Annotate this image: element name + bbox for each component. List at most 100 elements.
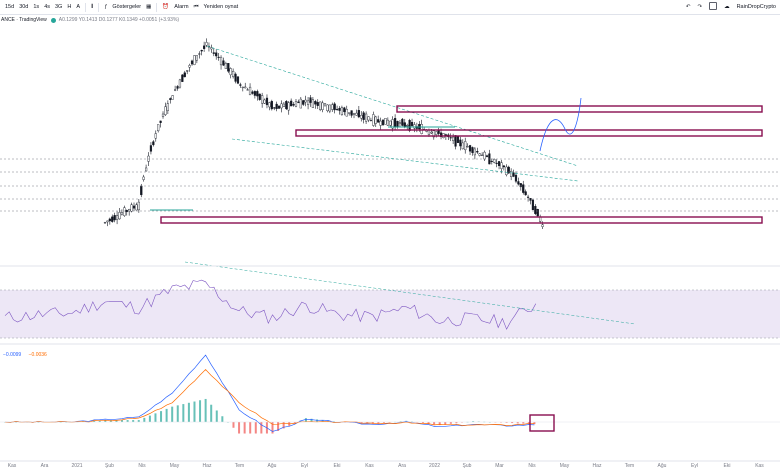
- layout-box-icon[interactable]: [709, 2, 718, 12]
- candle-body: [384, 118, 387, 125]
- macd-histogram-bar: [199, 400, 202, 422]
- candle-body: [181, 74, 184, 82]
- x-tick-label: Nis: [528, 463, 536, 469]
- x-tick-label: Ara: [398, 463, 406, 469]
- chart-type-icon[interactable]: ⫴: [91, 3, 94, 10]
- replay-icon[interactable]: ⏮: [193, 3, 199, 10]
- macd-histogram-bar: [215, 410, 218, 422]
- candle-body: [401, 118, 404, 126]
- interval-a[interactable]: A: [76, 4, 80, 10]
- candle-body: [466, 146, 469, 148]
- candle-body: [115, 215, 119, 220]
- candle-body: [430, 131, 433, 134]
- candle-body: [302, 100, 305, 105]
- indicators-button[interactable]: Göstergeler: [112, 4, 142, 10]
- candle-body: [239, 84, 242, 86]
- candle-body: [333, 103, 336, 111]
- candle-body: [350, 110, 353, 116]
- candle-body: [219, 57, 223, 66]
- candle-body: [154, 133, 157, 139]
- redo-icon[interactable]: ↷: [697, 4, 703, 10]
- candle-body: [483, 151, 486, 160]
- macd-histogram-bar: [321, 420, 324, 422]
- candle-body: [319, 101, 322, 110]
- candle-body: [539, 216, 542, 222]
- candle-body: [186, 70, 189, 72]
- candle-body: [505, 166, 508, 176]
- candle-body: [420, 124, 423, 134]
- macd-histogram-bar: [126, 420, 129, 422]
- x-tick-label: Kas: [755, 463, 764, 469]
- candle-body: [413, 124, 416, 129]
- chart-canvas[interactable]: Kas Ara 2021 Şub Nis May Haz Tem Ağu Eyl Eki Kas Ara…: [0, 14, 780, 470]
- candle-body: [534, 206, 537, 214]
- indicators-icon[interactable]: ƒ: [104, 4, 108, 10]
- candle-body: [512, 172, 515, 177]
- candle-body: [246, 89, 249, 91]
- candle-body: [314, 101, 317, 105]
- alarm-icon[interactable]: ⏰: [162, 4, 170, 10]
- candle-body: [507, 166, 510, 174]
- macd-histogram-bar: [449, 422, 452, 424]
- candle-body: [183, 72, 186, 78]
- macd-histogram-bar: [221, 416, 224, 422]
- x-tick-label: Şub: [105, 463, 114, 469]
- x-tick-label: Şub: [463, 463, 472, 469]
- macd-histogram-bar: [238, 422, 241, 434]
- candle-body: [464, 141, 467, 151]
- replay-button[interactable]: Yeniden oynat: [203, 4, 239, 10]
- candle-body: [360, 115, 363, 119]
- macd-legend: −0.0099 −0.0036: [3, 352, 47, 358]
- candle-body: [398, 122, 402, 124]
- candle-body: [147, 155, 150, 162]
- projection-path: [539, 97, 582, 152]
- x-tick-label: Kas: [8, 463, 17, 469]
- symbol-name[interactable]: ANCE · TradingView: [1, 17, 47, 23]
- x-tick-label: Eyl: [301, 463, 308, 469]
- interval-1s[interactable]: 1s: [33, 4, 40, 10]
- candle-body: [261, 95, 264, 104]
- interval-h[interactable]: H: [67, 4, 72, 10]
- candle-body: [410, 122, 414, 126]
- interval-3g[interactable]: 3G: [55, 4, 63, 10]
- candle-body: [328, 104, 331, 112]
- macd-histogram-bar: [310, 418, 313, 422]
- rsi-trendline: [184, 261, 636, 325]
- candle-body: [316, 102, 319, 106]
- macd-histogram-bar: [332, 421, 335, 422]
- macd-histogram-bar: [148, 415, 151, 422]
- candle-body: [178, 79, 182, 88]
- candle-body: [485, 155, 489, 157]
- candle-body: [364, 113, 368, 122]
- candle-body: [522, 184, 525, 193]
- layout-icon[interactable]: ▦: [146, 4, 152, 10]
- macd-histogram-bar: [243, 422, 246, 434]
- macd-histogram-bar: [293, 422, 296, 424]
- candle-body: [340, 107, 344, 115]
- candle-body: [471, 147, 474, 153]
- candle-body: [118, 212, 121, 220]
- macd-histogram-bar: [137, 420, 140, 422]
- candle-body: [234, 73, 237, 82]
- candle-body: [203, 45, 206, 49]
- cloud-icon[interactable]: ☁: [724, 4, 730, 10]
- macd-histogram-bar: [477, 421, 480, 422]
- candle-body: [493, 159, 496, 163]
- candle-body: [394, 118, 397, 128]
- candle-body: [120, 212, 124, 215]
- username-label[interactable]: RainDropCrypto: [736, 4, 776, 10]
- interval-4s[interactable]: 4s: [44, 4, 50, 10]
- candle-body: [282, 103, 286, 107]
- macd-histogram-bar: [499, 422, 502, 423]
- candle-body: [253, 91, 256, 96]
- candle-body: [176, 86, 179, 89]
- candle-body: [408, 120, 411, 131]
- macd-histogram-bar: [176, 405, 179, 422]
- candle-body: [369, 119, 373, 121]
- alarm-button[interactable]: Alarm: [174, 4, 189, 10]
- candle-body: [343, 107, 346, 113]
- undo-icon[interactable]: ↶: [685, 4, 691, 10]
- interval-30d[interactable]: 30d: [19, 4, 29, 10]
- interval-15d[interactable]: 15d: [5, 4, 15, 10]
- candle-body: [473, 148, 476, 156]
